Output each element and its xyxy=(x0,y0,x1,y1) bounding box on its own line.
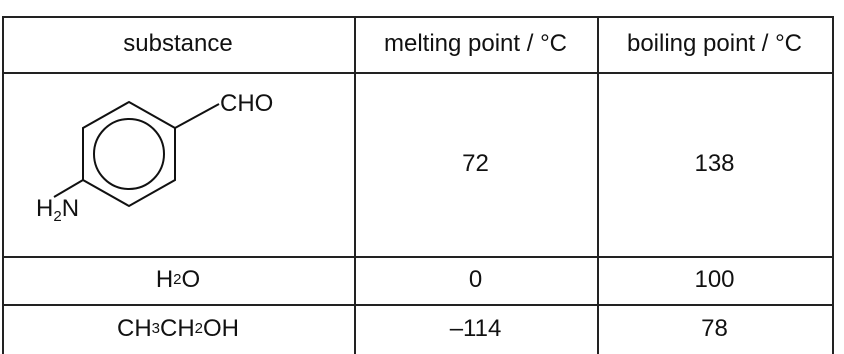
ethanol-ch3-ch: CH xyxy=(116,315,152,342)
row-3-boiling-point: 78 xyxy=(701,315,728,342)
aminobenzaldehyde-structure: CHO H2N xyxy=(28,80,328,250)
ethanol-ch2-ch: CH xyxy=(160,315,195,342)
table-left-border xyxy=(2,16,4,354)
header-melting-point: melting point / °C xyxy=(383,30,567,57)
column-divider-1 xyxy=(354,16,356,354)
row-2-boiling-point: 100 xyxy=(694,266,735,293)
row-divider-2 xyxy=(2,304,833,306)
amino-h-subscript: 2 xyxy=(53,208,62,225)
cho-group-label: CHO xyxy=(220,90,274,117)
row-1-melting-point: 72 xyxy=(462,150,489,177)
benzene-ring-diagram xyxy=(53,100,220,208)
ethanol-formula: CH 3 CH 2 OH xyxy=(116,315,240,342)
amino-n-label: N xyxy=(61,195,80,222)
amino-group-label: H2N xyxy=(36,195,80,225)
row-3-melting-point: –114 xyxy=(449,315,502,342)
header-substance: substance xyxy=(123,30,233,57)
amino-h-label: H xyxy=(36,195,54,222)
ethanol-oh: OH xyxy=(203,315,240,342)
water-h: H xyxy=(155,266,174,293)
table-top-border xyxy=(2,16,833,18)
water-o: O xyxy=(181,266,201,293)
header-boiling-point: boiling point / °C xyxy=(626,30,803,57)
row-divider-1 xyxy=(2,256,833,258)
header-divider xyxy=(2,72,833,74)
row-2-melting-point: 0 xyxy=(468,266,483,293)
table-right-border xyxy=(832,16,834,354)
row-1-boiling-point: 138 xyxy=(694,150,735,177)
column-divider-2 xyxy=(597,16,599,354)
